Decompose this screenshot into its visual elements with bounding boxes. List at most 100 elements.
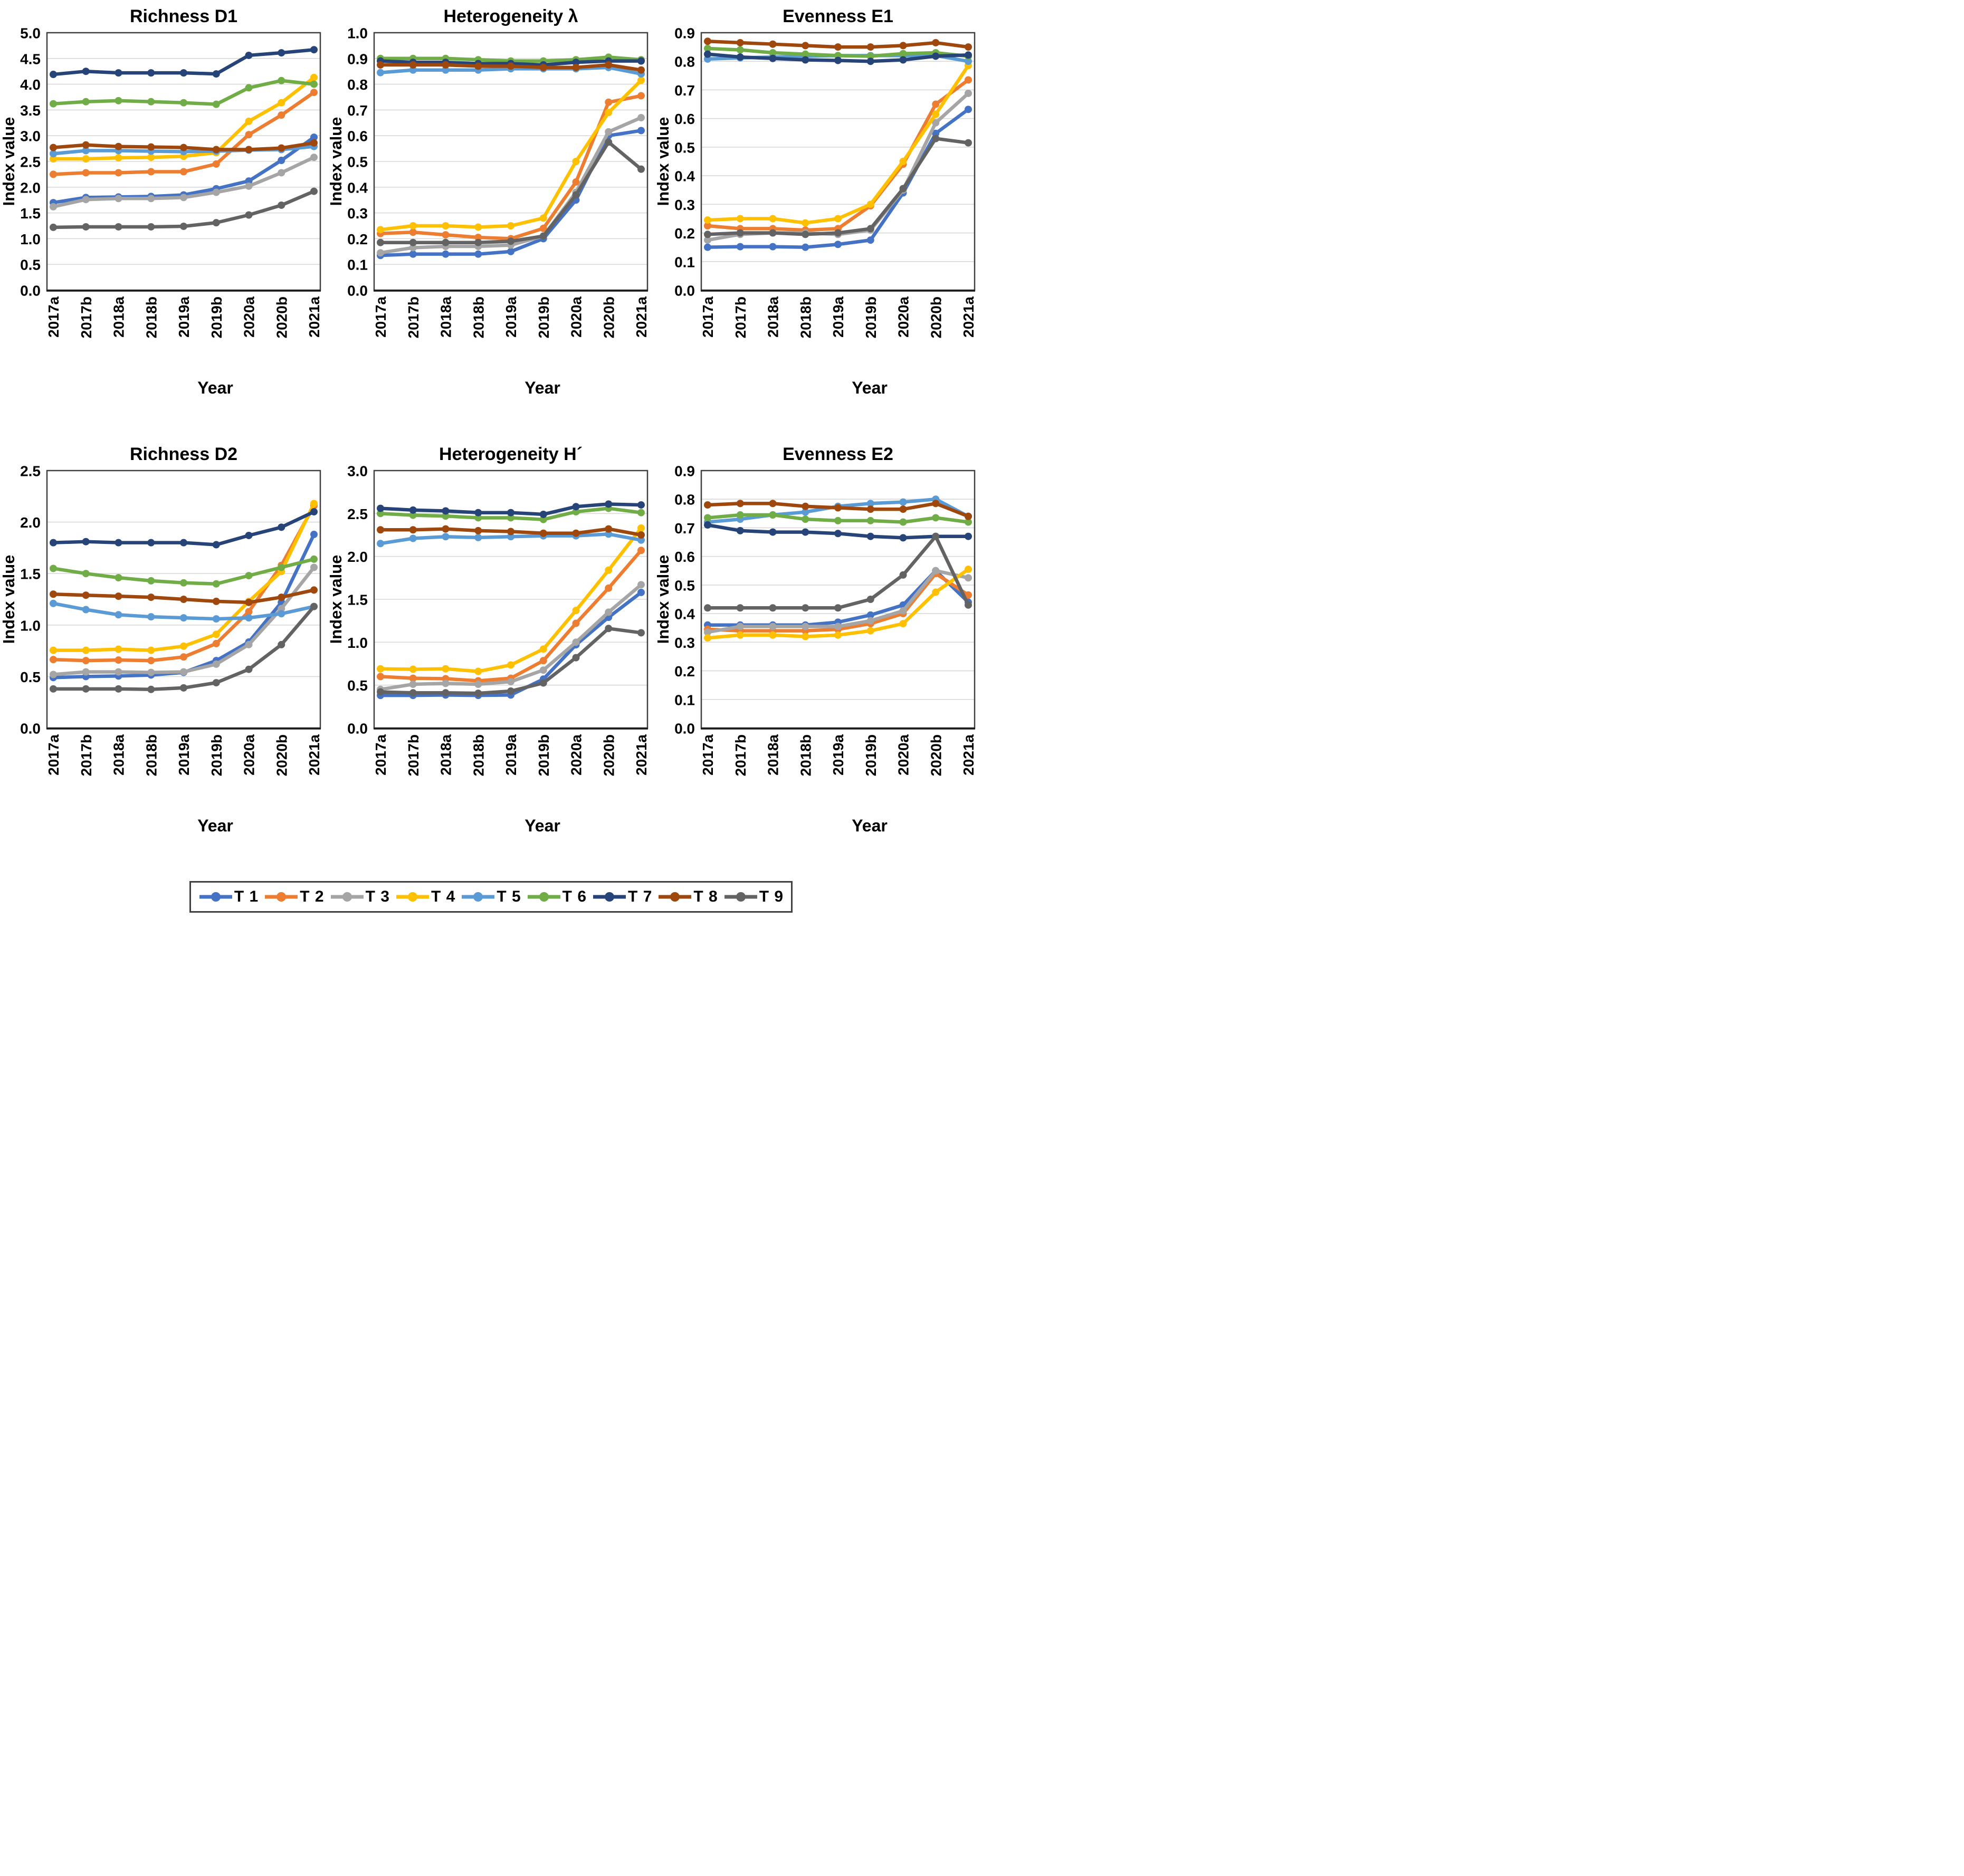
series-point-t5 xyxy=(866,500,874,508)
series-point-t1 xyxy=(703,243,711,251)
y-axis-title: Index value xyxy=(328,117,345,206)
y-tick-label: 4.0 xyxy=(20,76,41,93)
series-point-t8 xyxy=(115,592,122,600)
x-tick-label: 2018a xyxy=(765,296,781,338)
charts-grid: Richness D1 Index value 5.0 4.5 4.0 3.5 3.0 2.5… xyxy=(0,2,982,878)
series-point-t7 xyxy=(834,56,842,64)
legend-label-t2: T 2 xyxy=(300,888,325,905)
chart-title: Evenness E2 xyxy=(783,444,893,464)
legend-marker-t6 xyxy=(527,892,560,902)
series-point-t4 xyxy=(572,607,579,615)
series-point-t4 xyxy=(899,158,907,165)
series-point-t1 xyxy=(964,106,972,113)
series-point-t9 xyxy=(310,602,318,610)
legend-label-t7: T 7 xyxy=(628,888,653,905)
series-point-t8 xyxy=(572,63,579,71)
legend-label-t3: T 3 xyxy=(365,888,390,905)
series-point-t7 xyxy=(376,504,384,512)
series-point-t8 xyxy=(736,39,744,46)
series-point-t3 xyxy=(147,195,155,203)
series-point-t3 xyxy=(703,236,711,244)
chart-richness-d1: Richness D1 Index value 5.0 4.5 4.0 3.5 3.0 2.5… xyxy=(1,6,322,397)
legend-entry-t3: T 3 xyxy=(330,888,390,906)
series-point-t8 xyxy=(899,505,907,513)
x-tick-label: 2017a xyxy=(45,734,62,776)
series-point-t7 xyxy=(931,52,939,60)
series-point-t3 xyxy=(212,660,220,668)
series-point-t5 xyxy=(376,540,384,548)
series-point-t6 xyxy=(376,510,384,518)
legend-marker-t5 xyxy=(462,892,495,902)
series-point-t3 xyxy=(637,581,645,589)
series-point-t9 xyxy=(376,688,384,696)
series-point-t4 xyxy=(604,109,612,117)
series-point-t9 xyxy=(409,238,417,246)
series-point-t9 xyxy=(964,139,972,147)
series-point-t2 xyxy=(964,591,972,599)
x-tick-label: 2017a xyxy=(373,734,389,776)
y-tick-label: 0.1 xyxy=(347,257,368,273)
series-point-t4 xyxy=(801,219,809,227)
series-point-t8 xyxy=(703,37,711,45)
legend-dot xyxy=(277,892,287,902)
series-point-t2 xyxy=(409,674,417,682)
series-point-t4 xyxy=(931,110,939,118)
series-point-t8 xyxy=(376,61,384,69)
x-tick-label: 2017a xyxy=(700,734,716,776)
x-tick-label: 2021a xyxy=(633,734,650,776)
y-axis-title: Index value xyxy=(1,555,18,644)
series-point-t6 xyxy=(931,514,939,522)
y-tick-label: 0.2 xyxy=(347,231,368,247)
series-point-t9 xyxy=(507,687,514,695)
series-point-t9 xyxy=(604,625,612,633)
series-point-t9 xyxy=(474,690,482,697)
series-point-t7 xyxy=(147,69,155,77)
x-tick-label: 2020b xyxy=(600,296,617,338)
series-point-t7 xyxy=(212,541,220,549)
series-point-t6 xyxy=(179,579,187,587)
series-point-t9 xyxy=(931,532,939,540)
y-axis-title: Index value xyxy=(328,555,345,644)
series-point-t7 xyxy=(834,530,842,538)
series-point-t1 xyxy=(245,177,252,185)
legend-label-t1: T 1 xyxy=(234,888,259,905)
series-point-t1 xyxy=(866,611,874,619)
x-tick-label: 2017b xyxy=(732,734,748,776)
legend-dot xyxy=(342,892,352,902)
series-point-t7 xyxy=(179,69,187,77)
series-point-t9 xyxy=(834,604,842,612)
series-point-t6 xyxy=(147,98,155,106)
series-point-t2 xyxy=(474,233,482,241)
series-point-t8 xyxy=(147,143,155,151)
series-point-t3 xyxy=(539,666,547,674)
x-tick-label: 2019a xyxy=(503,296,519,338)
x-tick-label: 2019b xyxy=(862,296,879,338)
legend-marker-t1 xyxy=(199,892,232,902)
y-tick-label: 0.5 xyxy=(20,257,41,273)
y-tick-label: 2.0 xyxy=(20,514,41,531)
series-point-t9 xyxy=(539,679,547,687)
series-point-t9 xyxy=(49,223,57,231)
y-tick-label: 0.5 xyxy=(347,154,368,170)
y-tick-label: 5.0 xyxy=(20,25,41,42)
series-point-t2 xyxy=(637,547,645,554)
series-point-t1 xyxy=(769,243,776,251)
series-point-t8 xyxy=(474,62,482,70)
y-tick-label: 0.6 xyxy=(347,128,368,145)
series-point-t7 xyxy=(245,51,252,59)
series-point-t1 xyxy=(931,129,939,137)
series-point-t4 xyxy=(507,661,514,669)
legend-marker-t2 xyxy=(265,892,298,902)
x-tick-label: 2019b xyxy=(208,734,224,776)
series-point-t8 xyxy=(507,62,514,70)
series-point-t2 xyxy=(245,608,252,616)
series-point-t6 xyxy=(801,515,809,523)
series-point-t7 xyxy=(637,57,645,65)
y-axis-title: Index value xyxy=(655,117,672,206)
series-point-t3 xyxy=(310,563,318,571)
x-tick-label: 2018a xyxy=(437,734,454,776)
series-point-t4 xyxy=(703,634,711,642)
series-point-t6 xyxy=(507,514,514,522)
series-point-t5 xyxy=(604,530,612,538)
series-point-t4 xyxy=(179,642,187,650)
